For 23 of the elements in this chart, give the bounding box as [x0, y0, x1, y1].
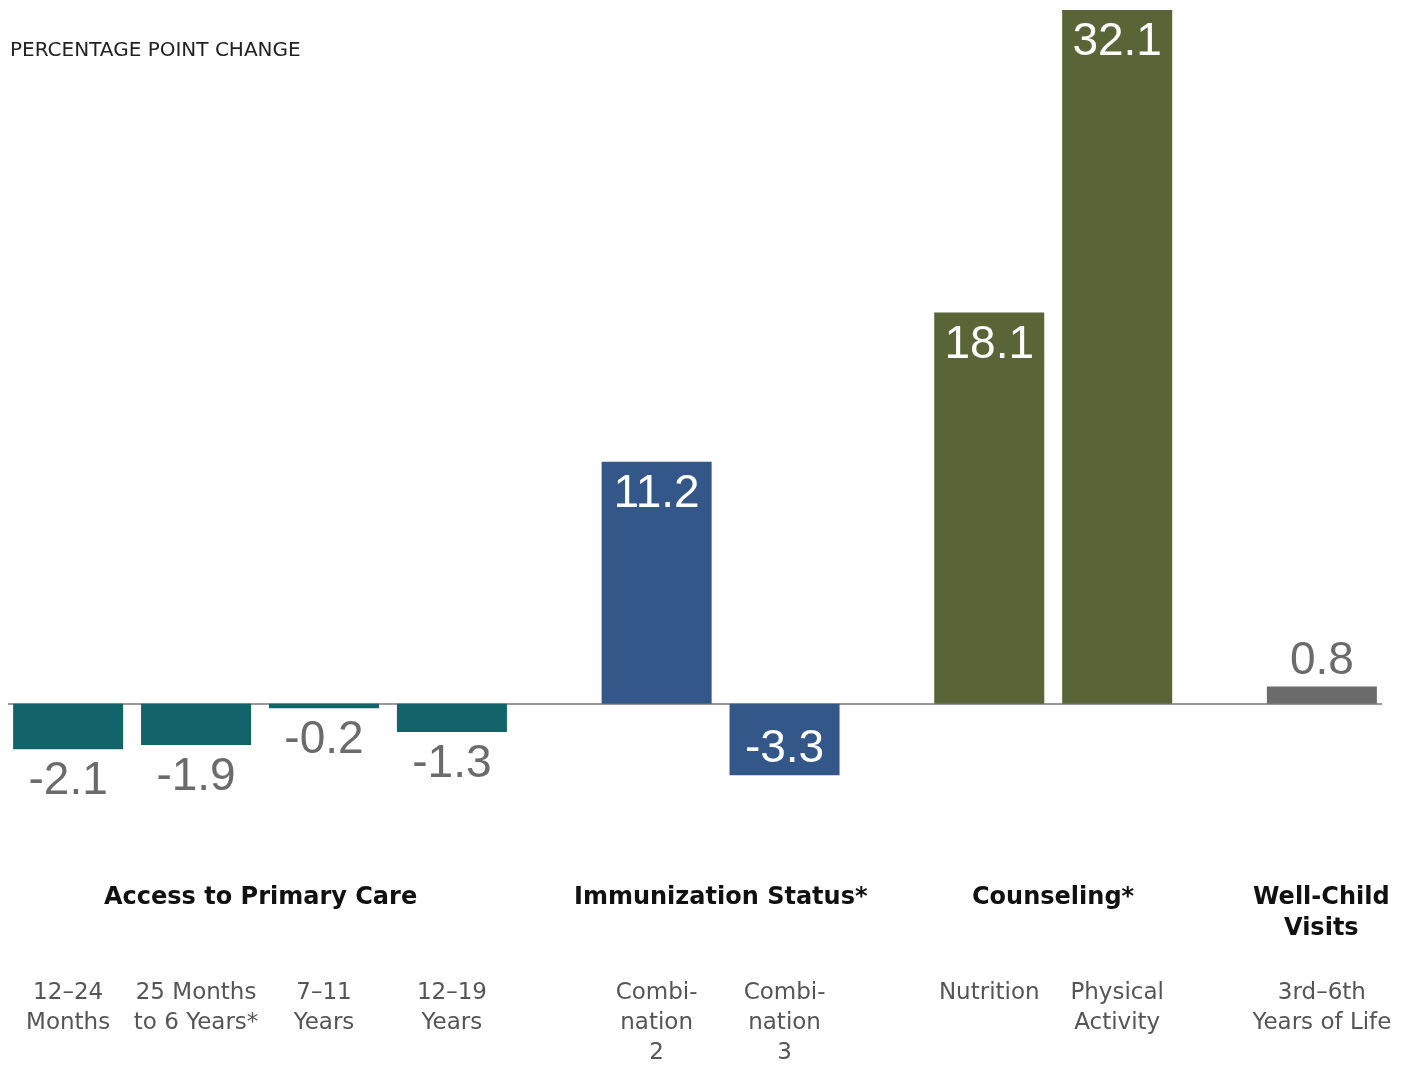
x-tick-label: 12–24 Months [26, 978, 111, 1034]
data-label: 11.2 [613, 464, 700, 517]
x-tick-label: 12–19 Years [416, 978, 487, 1034]
x-tick-label: Nutrition [938, 978, 1040, 1004]
x-tick-label: Physical Activity [1070, 978, 1164, 1034]
data-label: 32.1 [1072, 13, 1162, 65]
data-label: -1.3 [412, 734, 492, 787]
data-label: 18.1 [944, 315, 1035, 368]
data-label: -1.9 [156, 747, 236, 800]
x-tick-label: Combi- nation 3 [743, 978, 826, 1064]
data-label: -3.3 [744, 720, 825, 773]
text: PERCENTAGE POINT CHANGE [10, 37, 301, 61]
text: Access to Primary Care [104, 882, 418, 910]
x-tick-label: 3rd–6th Years of Life [1251, 978, 1392, 1034]
text: Well-Child Visits [1253, 882, 1390, 942]
data-label: -0.2 [284, 711, 364, 764]
text: Immunization Status* [574, 882, 868, 910]
text: Counseling* [972, 882, 1135, 910]
data-label: -2.1 [28, 752, 108, 805]
x-tick-label: 25 Months to 6 Years* [133, 978, 259, 1034]
data-label: 0.8 [1289, 631, 1354, 684]
x-tick-label: Combi- nation 2 [615, 978, 698, 1064]
x-tick-label: 7–11 Years [292, 978, 355, 1034]
